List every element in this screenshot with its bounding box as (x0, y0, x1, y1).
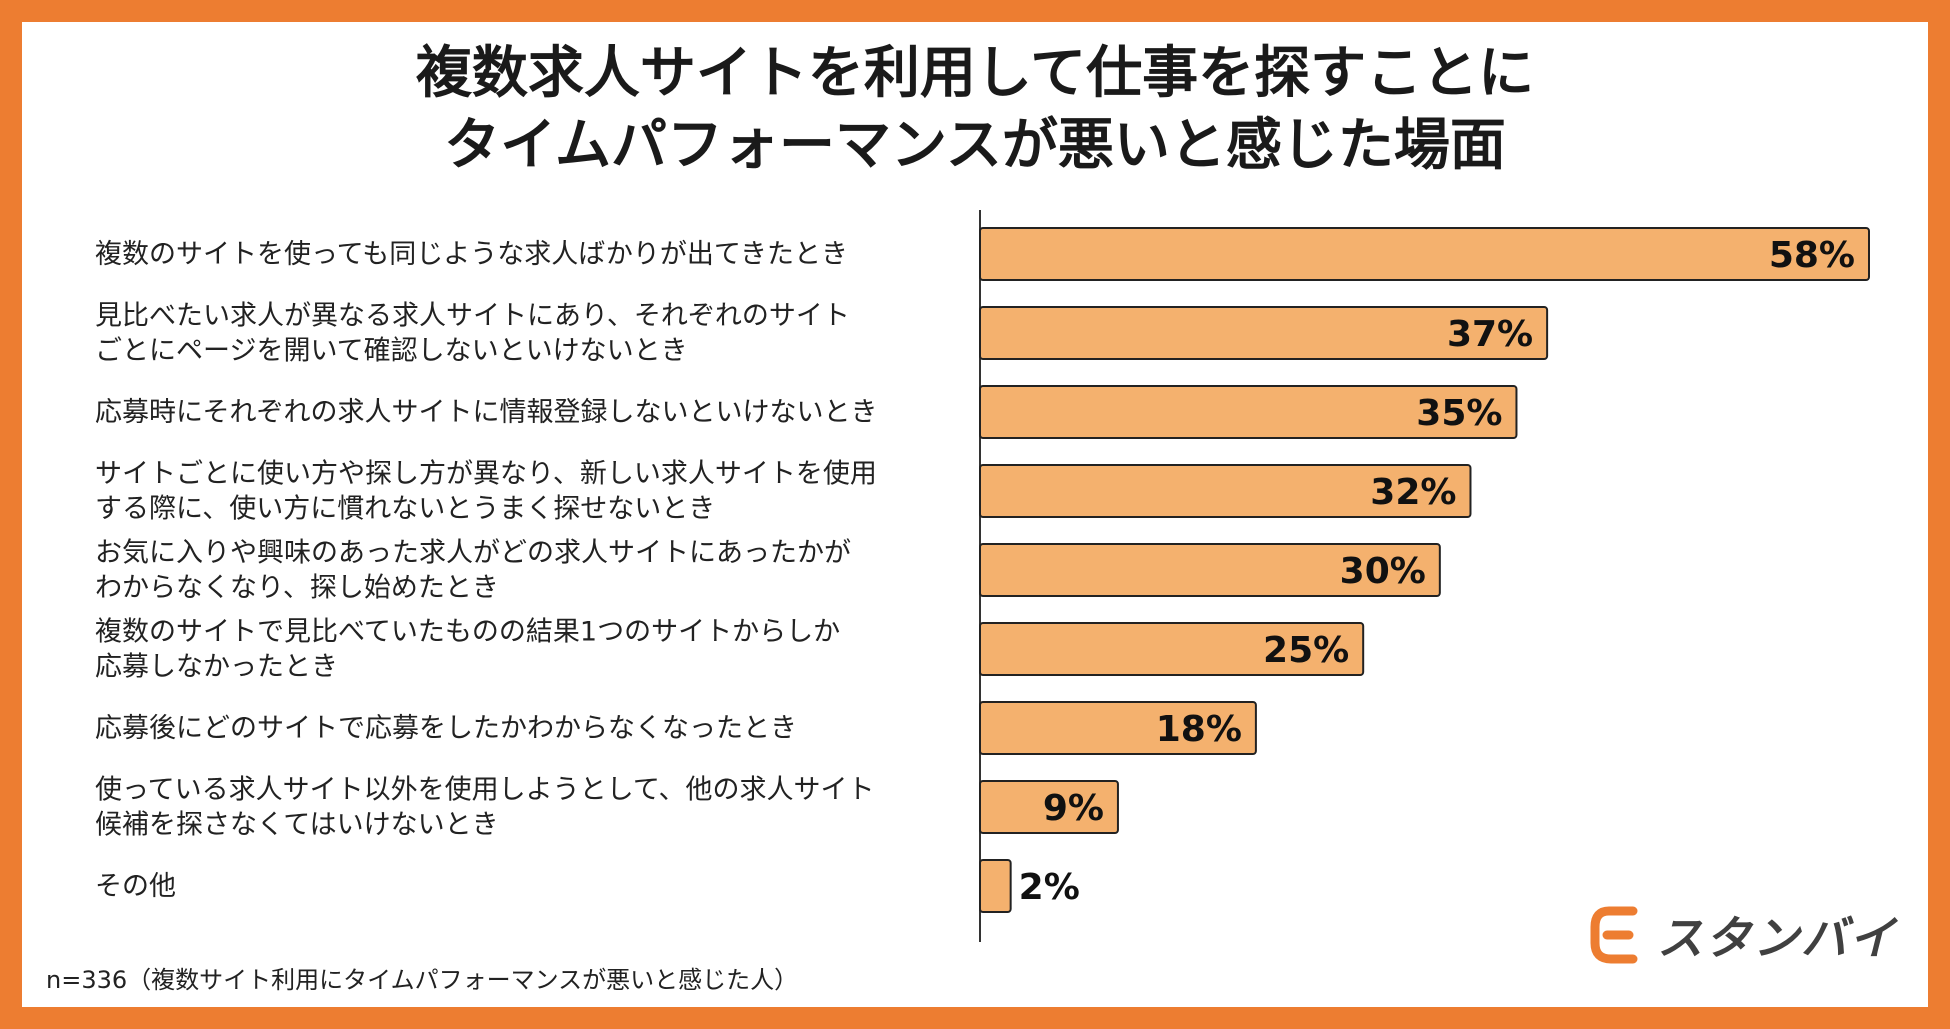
category-label-5: お気に入りや興味のあった求人がどの求人サイトにあったかがわからなくなり、探し始め… (95, 538, 851, 604)
bar-5 (979, 543, 1441, 597)
value-label-3: 35% (1416, 393, 1502, 434)
category-label-4: サイトごとに使い方や探し方が異なり、新しい求人サイトを使用する際に、使い方に慣れ… (95, 459, 877, 525)
value-label-7: 18% (1156, 709, 1242, 750)
brand-logo: スタンバイ (1589, 902, 1897, 968)
value-label-9: 2% (1019, 867, 1080, 908)
category-label-9: その他 (95, 871, 176, 902)
category-label-7: 応募後にどのサイトで応募をしたかわからなくなったとき (95, 713, 797, 744)
value-label-8: 9% (1043, 788, 1104, 829)
category-label-line: 応募時にそれぞれの求人サイトに情報登録しないといけないとき (95, 397, 877, 428)
category-label-line: サイトごとに使い方や探し方が異なり、新しい求人サイトを使用 (95, 459, 877, 490)
category-label-line: 複数のサイトで見比べていたものの結果1つのサイトからしか (95, 617, 840, 648)
category-label-line: 候補を探さなくてはいけないとき (95, 810, 499, 841)
category-label-line: その他 (95, 871, 176, 902)
category-label-line: 応募しなかったとき (95, 652, 338, 683)
standby-logo-icon (1590, 906, 1638, 964)
bar-8 (979, 780, 1119, 834)
category-label-line: 応募後にどのサイトで応募をしたかわからなくなったとき (95, 713, 797, 744)
bar-4 (979, 464, 1472, 518)
bar-1 (979, 227, 1870, 281)
bar-2 (979, 306, 1549, 360)
chart-title: 複数求人サイトを利用して仕事を探すことに タイムパフォーマンスが悪いと感じた場面 (22, 38, 1928, 182)
category-label-line: わからなくなり、探し始めたとき (95, 573, 499, 604)
bar-6 (979, 622, 1365, 676)
category-label-line: お気に入りや興味のあった求人がどの求人サイトにあったかが (95, 538, 851, 569)
value-label-2: 37% (1447, 314, 1533, 355)
category-label-1: 複数のサイトを使っても同じような求人ばかりが出てきたとき (95, 239, 848, 270)
category-label-line: 使っている求人サイト以外を使用しようとして、他の求人サイト (95, 775, 875, 806)
sample-note: n=336（複数サイト利用にタイムパフォーマンスが悪いと感じた人） (46, 966, 799, 994)
bar-9 (979, 859, 1012, 913)
bar-chart: 58% 複数のサイトを使っても同じような求人ばかりが出てきたとき 37% 見比べたい求… (95, 210, 1870, 942)
category-label-line: ごとにページを開いて確認しないといけないとき (95, 336, 688, 367)
value-label-4: 32% (1370, 472, 1456, 513)
category-label-2: 見比べたい求人が異なる求人サイトにあり、それぞれのサイトごとにページを開いて確認… (95, 301, 850, 367)
category-label-line: する際に、使い方に慣れないとうまく探せないとき (95, 494, 715, 525)
bar-7 (979, 701, 1257, 755)
title-line-2: タイムパフォーマンスが悪いと感じた場面 (444, 113, 1506, 178)
title-line-1: 複数求人サイトを利用して仕事を探すことに (415, 41, 1535, 106)
category-label-line: 複数のサイトを使っても同じような求人ばかりが出てきたとき (95, 239, 848, 270)
logo-text: スタンバイ (1657, 911, 1897, 965)
chart-frame: 複数求人サイトを利用して仕事を探すことに タイムパフォーマンスが悪いと感じた場面… (22, 22, 1928, 1007)
category-label-6: 複数のサイトで見比べていたものの結果1つのサイトからしか応募しなかったとき (95, 617, 840, 683)
value-label-6: 25% (1263, 630, 1349, 671)
category-label-8: 使っている求人サイト以外を使用しようとして、他の求人サイト候補を探さなくてはいけ… (95, 775, 875, 841)
value-label-1: 58% (1769, 235, 1855, 276)
value-label-5: 30% (1340, 551, 1426, 592)
category-label-line: 見比べたい求人が異なる求人サイトにあり、それぞれのサイト (95, 301, 850, 332)
bar-3 (979, 385, 1518, 439)
category-label-3: 応募時にそれぞれの求人サイトに情報登録しないといけないとき (95, 397, 877, 428)
